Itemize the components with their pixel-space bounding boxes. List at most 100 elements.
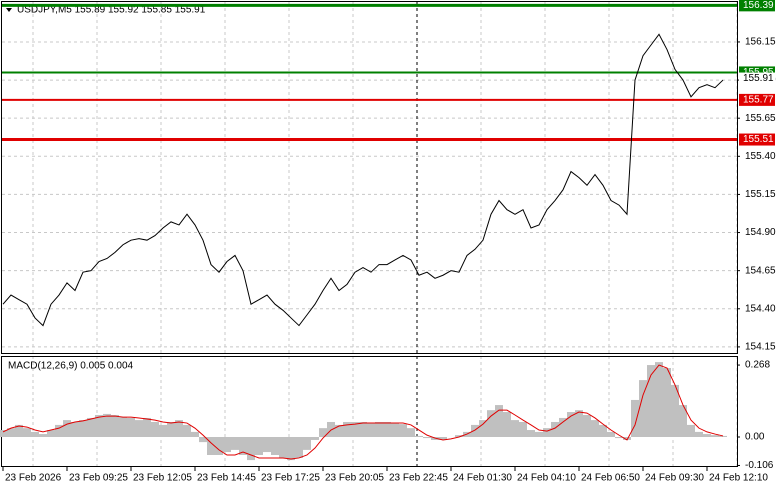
histogram-bar xyxy=(31,431,39,438)
histogram-bar xyxy=(703,434,711,438)
histogram-bar xyxy=(255,437,263,455)
histogram-bar xyxy=(527,430,535,438)
histogram-bar xyxy=(551,421,559,438)
histogram-bar xyxy=(407,428,415,438)
histogram-bar xyxy=(615,437,623,439)
histogram-bar xyxy=(239,437,247,455)
histogram-bar xyxy=(415,435,423,438)
histogram-bar xyxy=(575,410,583,438)
histogram-bar xyxy=(135,420,143,438)
y-tick-label: -0.106 xyxy=(745,460,774,471)
level-label: 155.77 xyxy=(743,95,774,106)
y-tick-label: 156.15 xyxy=(745,37,776,48)
histogram-bar xyxy=(391,423,399,438)
histogram-bar xyxy=(655,362,663,438)
x-tick-label: 23 Feb 2026 xyxy=(5,473,62,484)
histogram-bar xyxy=(103,413,111,438)
histogram-bar xyxy=(15,424,23,438)
x-tick-label: 24 Feb 06:50 xyxy=(581,473,640,484)
level-label: 156.39 xyxy=(743,0,774,11)
histogram-bar xyxy=(479,420,487,438)
histogram-bar xyxy=(711,435,719,438)
histogram-bar xyxy=(399,424,407,438)
histogram-bar xyxy=(319,428,327,438)
histogram-bar xyxy=(79,420,87,438)
y-tick-label: 154.90 xyxy=(745,227,776,238)
x-tick-label: 23 Feb 09:25 xyxy=(69,473,128,484)
x-tick-label: 24 Feb 04:10 xyxy=(517,473,576,484)
y-tick-label: 154.15 xyxy=(745,342,776,353)
histogram-bar xyxy=(351,421,359,438)
histogram-bar xyxy=(271,437,279,455)
histogram-bar xyxy=(599,424,607,438)
histogram-bar xyxy=(295,437,303,458)
histogram-bar xyxy=(71,421,79,438)
signal-line xyxy=(2,364,724,460)
histogram-bar xyxy=(607,431,615,438)
histogram-bar xyxy=(647,365,655,438)
histogram-bar xyxy=(335,424,343,438)
histogram-bar xyxy=(719,435,727,438)
histogram-bar xyxy=(151,421,159,438)
histogram-bar xyxy=(623,437,631,440)
chart-title: USDJPY,M5 155.89 155.92 155.85 155.91 xyxy=(17,5,206,16)
histogram-bar xyxy=(487,410,495,438)
histogram-bar xyxy=(631,399,639,438)
histogram-bar xyxy=(423,437,431,439)
histogram-bar xyxy=(455,435,463,438)
x-tick-label: 24 Feb 12:10 xyxy=(709,473,768,484)
histogram-bar xyxy=(287,437,295,461)
histogram-bar xyxy=(343,421,351,438)
histogram-bar xyxy=(0,430,7,438)
macd-title: MACD(12,26,9) 0.005 0.004 xyxy=(8,361,134,372)
histogram-bar xyxy=(111,414,119,438)
histogram-bar xyxy=(87,417,95,438)
histogram-bar xyxy=(143,417,151,438)
histogram-bar xyxy=(55,424,63,438)
histogram-bar xyxy=(183,424,191,438)
histogram-bar xyxy=(127,417,135,438)
level-label-box xyxy=(739,133,775,146)
histogram-bar xyxy=(191,431,199,438)
x-tick-label: 23 Feb 14:45 xyxy=(197,473,256,484)
histogram-bar xyxy=(175,420,183,438)
histogram-bar xyxy=(543,428,551,438)
y-tick-label: 155.40 xyxy=(745,151,776,162)
menu-arrow xyxy=(6,8,12,12)
histogram-bar xyxy=(383,421,391,438)
histogram-bar xyxy=(671,384,679,438)
histogram-bar xyxy=(247,437,255,461)
x-tick-label: 23 Feb 12:05 xyxy=(133,473,192,484)
x-tick-label: 24 Feb 01:30 xyxy=(453,473,512,484)
histogram-bar xyxy=(95,414,103,438)
histogram-bar xyxy=(519,421,527,438)
y-tick-label: 155.65 xyxy=(745,113,776,124)
histogram-bar xyxy=(359,421,367,438)
last-price-label: 155.91 xyxy=(743,73,774,84)
histogram-bar xyxy=(303,437,311,450)
histogram-bar xyxy=(7,428,15,438)
histogram-bar xyxy=(559,417,567,438)
histogram-bar xyxy=(639,380,647,438)
histogram-bar xyxy=(119,417,127,438)
histogram-bar xyxy=(495,405,503,438)
histogram-bar xyxy=(279,437,287,458)
histogram-bar xyxy=(687,424,695,438)
histogram-bar xyxy=(439,437,447,440)
histogram-bar xyxy=(503,412,511,438)
y-tick-label: 155.15 xyxy=(745,189,776,200)
main-panel xyxy=(1,1,738,354)
histogram-bar xyxy=(167,421,175,438)
x-tick-label: 24 Feb 09:30 xyxy=(645,473,704,484)
histogram-bar xyxy=(511,420,519,438)
x-tick-label: 23 Feb 20:05 xyxy=(325,473,384,484)
histogram-bar xyxy=(567,412,575,438)
histogram-bar xyxy=(215,437,223,455)
level-label: 155.51 xyxy=(743,134,774,145)
level-label-box xyxy=(739,93,775,106)
histogram-bar xyxy=(47,430,55,438)
y-tick-label: 0.268 xyxy=(745,360,770,371)
histogram-bar xyxy=(375,421,383,438)
histogram-bar xyxy=(199,437,207,443)
histogram-bar xyxy=(311,437,319,440)
